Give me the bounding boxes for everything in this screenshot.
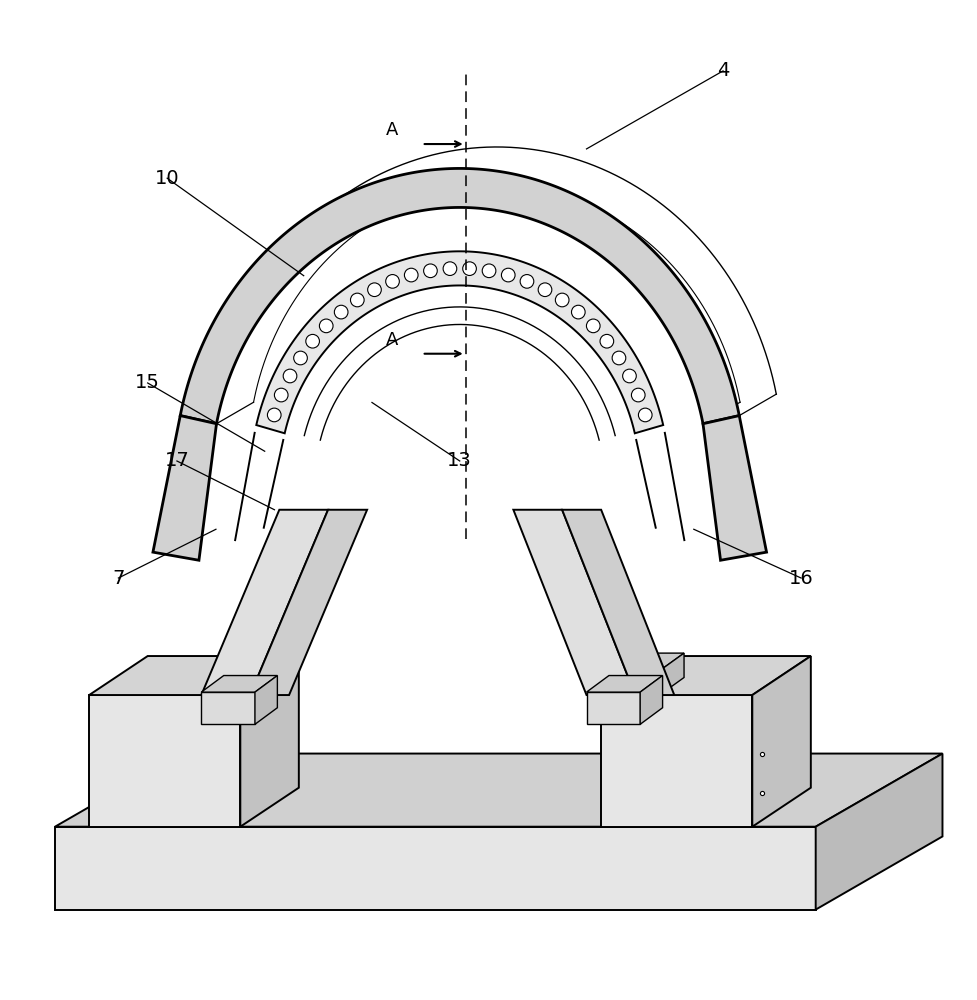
Circle shape (482, 264, 495, 278)
Circle shape (443, 262, 456, 275)
Polygon shape (180, 168, 739, 424)
Circle shape (501, 268, 515, 282)
Text: 13: 13 (446, 451, 472, 470)
Polygon shape (201, 692, 255, 724)
Circle shape (520, 275, 533, 288)
Circle shape (293, 351, 307, 365)
Polygon shape (250, 510, 366, 695)
Polygon shape (201, 676, 277, 692)
Text: 16: 16 (787, 569, 813, 588)
Polygon shape (201, 510, 327, 695)
Polygon shape (601, 695, 751, 827)
Circle shape (334, 305, 348, 319)
Circle shape (267, 408, 280, 422)
Polygon shape (640, 676, 661, 724)
Polygon shape (55, 827, 815, 910)
Circle shape (283, 369, 297, 383)
Polygon shape (751, 656, 810, 827)
Polygon shape (601, 671, 659, 695)
Polygon shape (256, 251, 662, 433)
Polygon shape (89, 656, 299, 695)
Circle shape (404, 268, 417, 282)
Text: 4: 4 (716, 61, 729, 80)
Polygon shape (89, 695, 240, 827)
Text: A: A (386, 121, 399, 139)
Circle shape (586, 319, 600, 333)
Polygon shape (55, 754, 942, 827)
Circle shape (537, 283, 551, 297)
Polygon shape (255, 676, 277, 724)
Polygon shape (562, 510, 673, 695)
Circle shape (600, 334, 613, 348)
Polygon shape (815, 754, 942, 910)
Polygon shape (513, 510, 635, 695)
Circle shape (306, 334, 319, 348)
Circle shape (571, 305, 584, 319)
Polygon shape (152, 416, 216, 560)
Polygon shape (240, 656, 299, 827)
Polygon shape (601, 653, 683, 671)
Text: 10: 10 (154, 169, 180, 188)
Polygon shape (659, 653, 683, 695)
Polygon shape (702, 416, 766, 560)
Circle shape (350, 293, 363, 307)
Circle shape (319, 319, 333, 333)
Polygon shape (586, 676, 661, 692)
Circle shape (631, 388, 645, 402)
Polygon shape (586, 692, 640, 724)
Circle shape (622, 369, 636, 383)
Circle shape (612, 351, 625, 365)
Circle shape (385, 275, 399, 288)
Circle shape (555, 293, 569, 307)
Text: 7: 7 (112, 569, 124, 588)
Polygon shape (601, 656, 810, 695)
Circle shape (638, 408, 652, 422)
Text: A: A (386, 331, 399, 349)
Circle shape (423, 264, 437, 278)
Circle shape (275, 388, 288, 402)
Circle shape (462, 262, 476, 275)
Text: 15: 15 (135, 373, 160, 392)
Circle shape (367, 283, 381, 297)
Text: 17: 17 (164, 451, 190, 470)
